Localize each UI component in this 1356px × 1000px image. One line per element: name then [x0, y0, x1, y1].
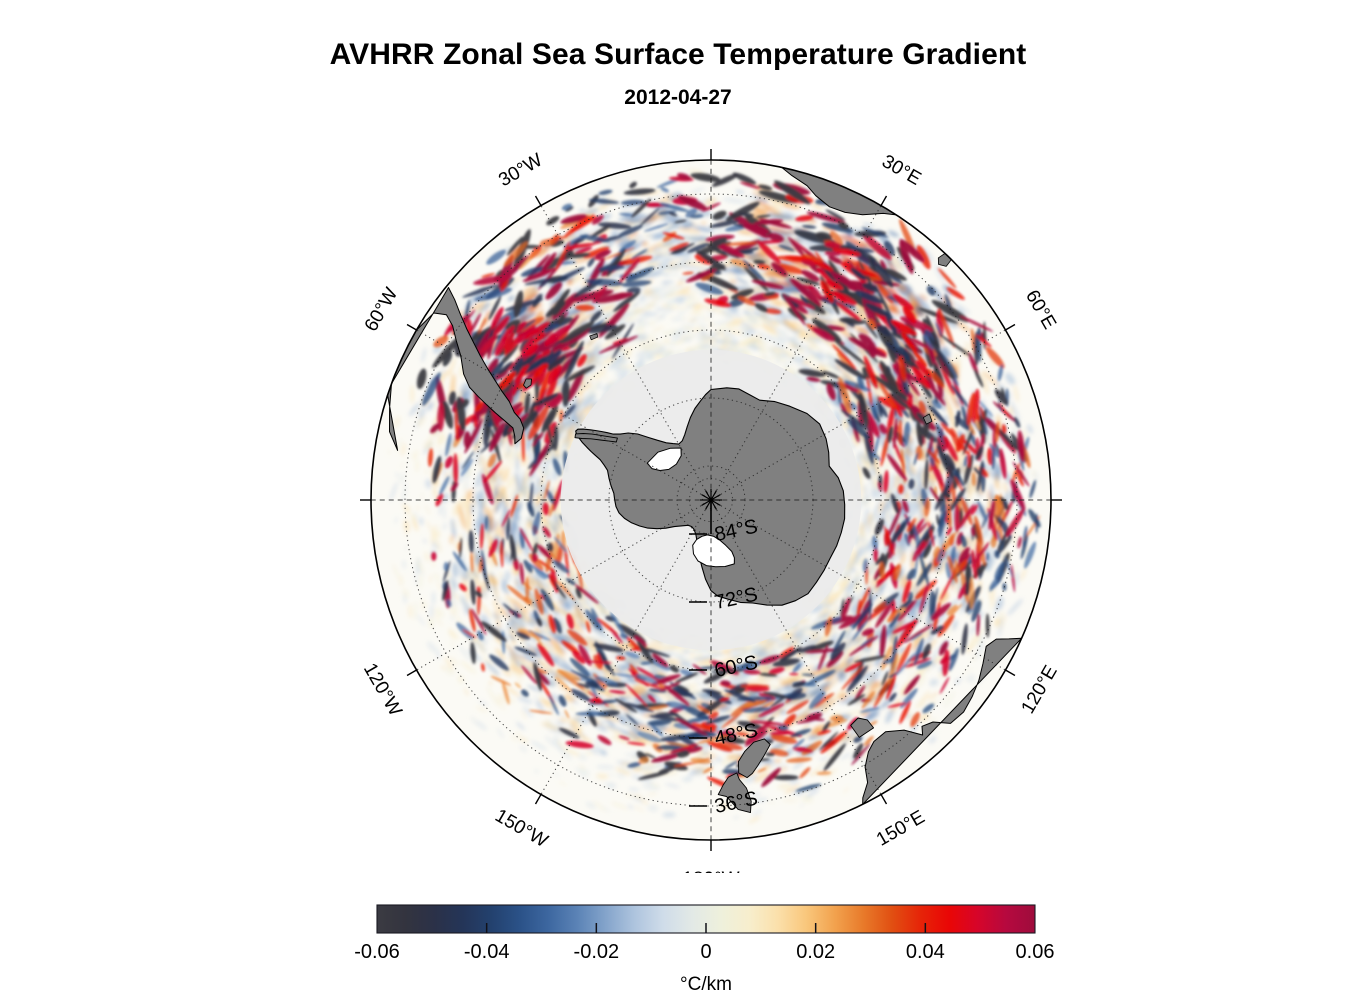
colorbar-unit-label: °C/km: [680, 974, 732, 995]
colorbar-ticks: [485, 923, 927, 933]
colorbar-tick-label: 0.02: [796, 941, 835, 963]
colorbar-tick-label: -0.02: [574, 941, 620, 963]
longitude-label: 60°E: [1021, 287, 1060, 333]
longitude-label: 120°E: [1018, 662, 1062, 718]
longitude-ticks: [360, 149, 1062, 851]
colorbar-svg: -0.06 -0.04 -0.02 0 0.02 0.04 0.06 °C/km: [354, 904, 1054, 995]
polar-map: 0° 30°E 60°E 90°E 120°E 150°E 180°W 150°W 120°W 9…: [338, 127, 1084, 873]
colorbar-tick-label: 0.06: [1016, 941, 1055, 963]
colorbar-tick-label: -0.04: [464, 941, 510, 963]
longitude-label: 30°E: [878, 151, 924, 190]
longitude-label: 90°E: [1081, 479, 1084, 520]
colorbar-ticklabels: -0.06 -0.04 -0.02 0 0.02 0.04 0.06: [354, 941, 1054, 963]
colorbar: -0.06 -0.04 -0.02 0 0.02 0.04 0.06 °C/km: [0, 885, 1356, 1000]
colorbar-tick-label: 0.04: [906, 941, 945, 963]
longitude-label: 90°W: [338, 477, 341, 524]
longitude-label: 120°W: [359, 660, 406, 720]
south-pole-marker: [700, 489, 722, 534]
longitude-label: 30°W: [495, 150, 546, 192]
longitude-label: 0°: [702, 127, 720, 130]
chart-subtitle: 2012-04-27: [624, 86, 732, 109]
map-data-layer: [371, 160, 1051, 840]
polar-map-svg: 0° 30°E 60°E 90°E 120°E 150°E 180°W 150°W 120°W 9…: [338, 127, 1084, 873]
colorbar-tick-label: -0.06: [354, 941, 400, 963]
longitude-label: 150°E: [873, 807, 929, 851]
chart-title: AVHRR Zonal Sea Surface Temperature Grad…: [329, 38, 1027, 71]
longitude-label: 180°W: [682, 869, 739, 873]
colorbar-tick-label: 0: [700, 941, 711, 963]
graticule-layer: [371, 160, 1051, 840]
longitude-label: 60°W: [361, 284, 403, 335]
longitude-label: 150°W: [491, 805, 551, 852]
